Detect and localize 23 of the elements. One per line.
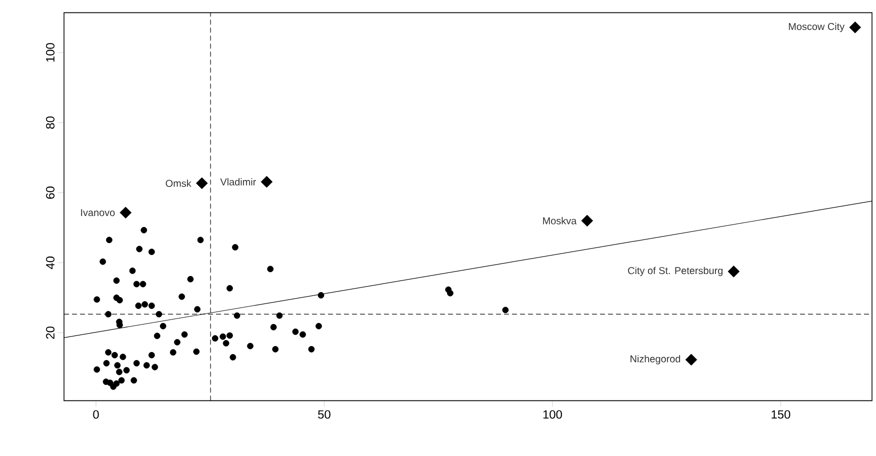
y-tick-label: 20 [46,326,54,339]
annotation: Moskva [543,217,577,224]
point [728,266,740,278]
annotation: Moscow City [788,22,845,32]
annotation: Nizhegorod [630,355,680,364]
annotation: Ivanovo [81,209,115,216]
x-tick-label: 150 [772,410,790,419]
annotation: Vladimir [220,178,256,186]
x-tick-label: 100 [543,410,562,419]
point [581,214,594,227]
y-tick-label: 40 [46,256,54,270]
point [685,354,698,366]
y-tick-label: 100 [46,43,54,62]
annotation: City of St. Petersburg [628,266,723,276]
point [120,206,132,219]
x-tick-label: 0 [93,410,99,419]
annotation: Omsk [166,180,192,187]
point [849,21,862,34]
y-tick-label: 80 [46,116,54,129]
point [196,177,208,190]
point [260,176,273,188]
x-tick-label: 50 [318,410,330,419]
y-tick-label: 60 [46,186,54,199]
